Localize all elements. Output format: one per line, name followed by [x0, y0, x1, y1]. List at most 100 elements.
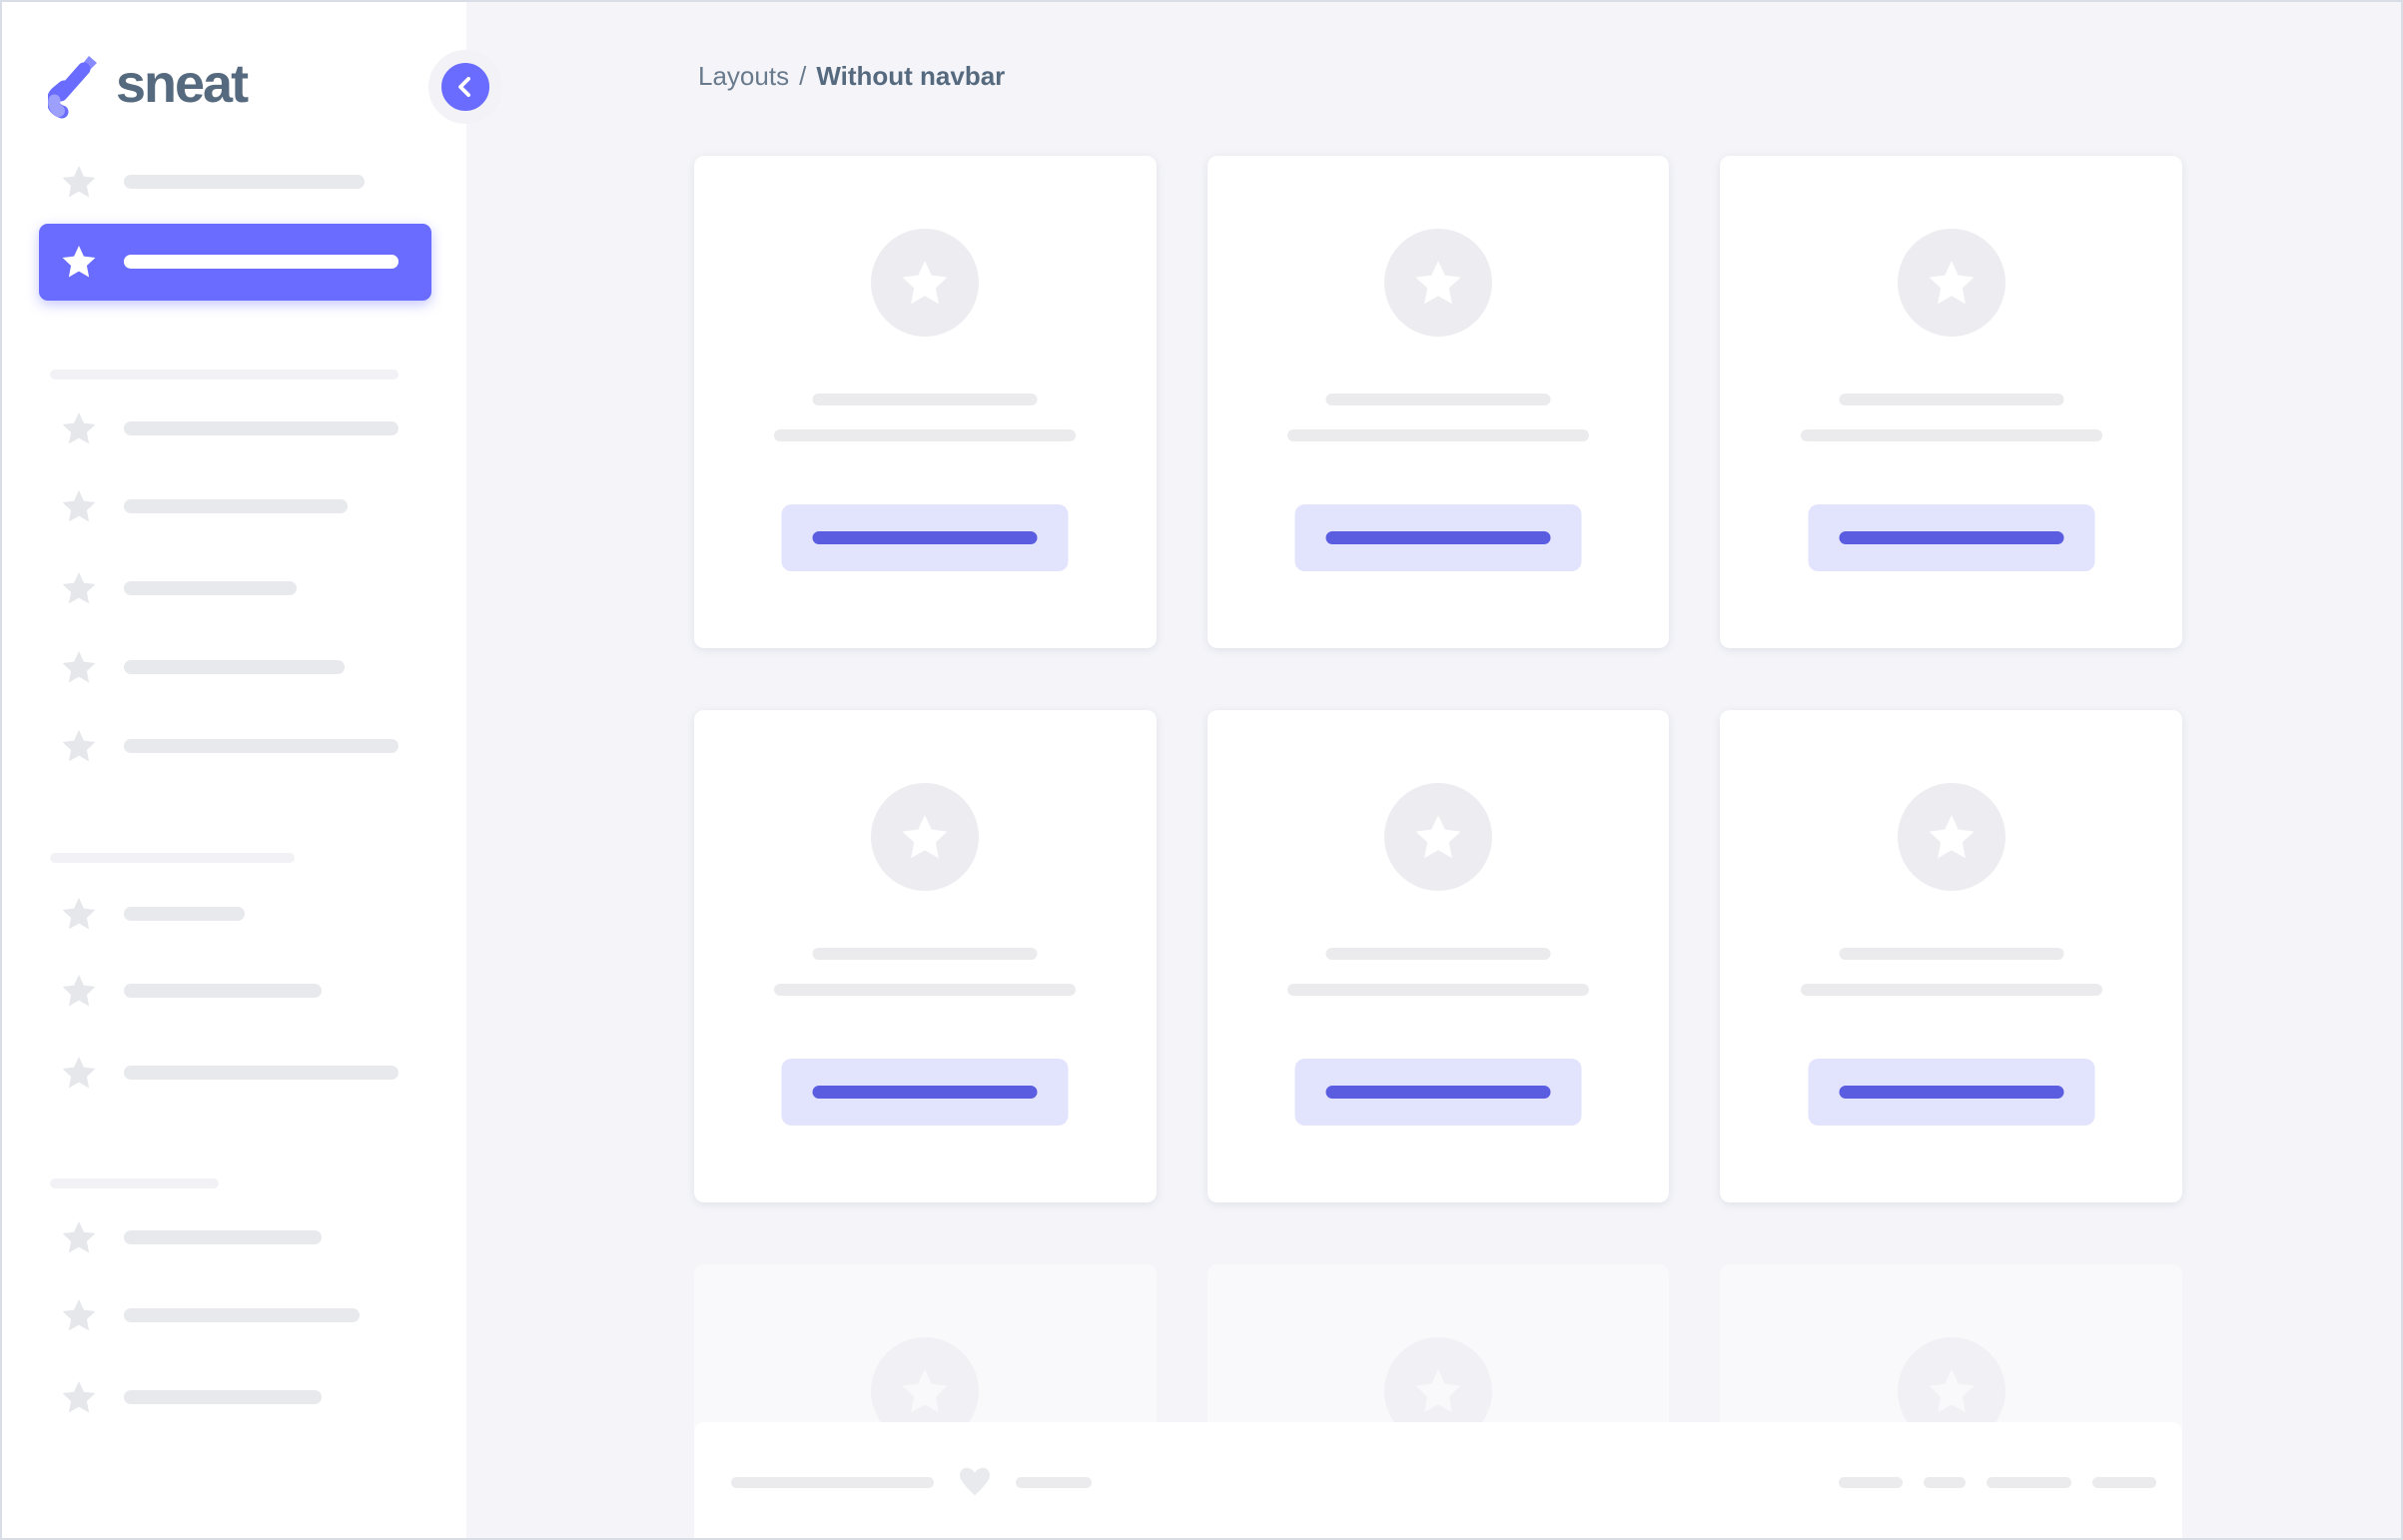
placeholder-card: [694, 710, 1157, 1202]
star-icon: [62, 1057, 96, 1089]
card-subtitle-placeholder: [1800, 984, 2102, 996]
sidebar-item[interactable]: [2, 1033, 466, 1113]
star-icon: [62, 730, 96, 762]
star-icon: [62, 166, 96, 198]
button-label-placeholder: [1839, 1086, 2064, 1099]
button-label-placeholder: [1325, 1086, 1551, 1099]
star-icon: [1929, 261, 1975, 305]
placeholder-card: [694, 156, 1157, 648]
menu-label-placeholder: [124, 1390, 322, 1404]
star-icon: [62, 246, 96, 278]
sidebar-item[interactable]: [2, 548, 466, 628]
sidebar: sneat: [2, 2, 466, 1538]
menu-label-placeholder: [124, 1066, 399, 1080]
menu-label-placeholder: [124, 255, 399, 269]
star-icon: [1415, 1369, 1461, 1413]
avatar-circle: [1383, 229, 1492, 337]
menu-label-placeholder: [124, 907, 245, 921]
sidebar-item[interactable]: [2, 706, 466, 786]
footer: [694, 1422, 2182, 1538]
card-button-placeholder[interactable]: [1294, 504, 1582, 571]
sidebar-item[interactable]: [2, 627, 466, 707]
card-button-placeholder[interactable]: [1294, 1059, 1582, 1126]
placeholder-card: [1720, 156, 2182, 648]
menu-label-placeholder: [124, 1308, 360, 1322]
star-icon: [1929, 1369, 1975, 1413]
card-button-placeholder[interactable]: [781, 1059, 1069, 1126]
star-icon: [1415, 261, 1461, 305]
avatar-circle: [1897, 229, 2005, 337]
sidebar-item[interactable]: [2, 874, 466, 954]
star-icon: [902, 1369, 948, 1413]
star-icon: [62, 490, 96, 522]
card-title-placeholder: [812, 948, 1038, 960]
star-icon: [62, 412, 96, 444]
card-title-placeholder: [1839, 393, 2064, 405]
star-icon: [902, 261, 948, 305]
card-title-placeholder: [1325, 393, 1551, 405]
avatar-circle: [1383, 783, 1492, 891]
menu-label-placeholder: [124, 421, 399, 435]
sidebar-item-active[interactable]: [39, 223, 431, 301]
menu-label-placeholder: [124, 984, 322, 998]
card-title-placeholder: [1325, 948, 1551, 960]
footer-link-placeholder[interactable]: [1987, 1476, 2071, 1488]
menu-label-placeholder: [124, 581, 297, 595]
heart-icon: [960, 1467, 990, 1496]
star-icon: [62, 1221, 96, 1253]
sidebar-item[interactable]: [2, 1275, 466, 1355]
card-button-placeholder[interactable]: [1808, 1059, 2095, 1126]
card-subtitle-placeholder: [774, 984, 1077, 996]
star-icon: [62, 1299, 96, 1331]
menu-label-placeholder: [124, 499, 348, 513]
sidebar-item[interactable]: [2, 1197, 466, 1277]
footer-links-skeleton: [1839, 1463, 2156, 1501]
placeholder-card: [1720, 710, 2182, 1202]
button-label-placeholder: [812, 1086, 1038, 1099]
placeholder-card: [1206, 156, 1670, 648]
menu-section-divider: [50, 853, 295, 863]
sidebar-menu: [2, 2, 466, 1538]
card-button-placeholder[interactable]: [781, 504, 1069, 571]
menu-section-divider: [50, 1178, 219, 1188]
chevron-left-icon: [458, 77, 470, 97]
menu-label-placeholder: [124, 739, 399, 753]
menu-section-divider: [50, 370, 399, 380]
button-label-placeholder: [1839, 531, 2064, 544]
avatar-circle: [871, 229, 980, 337]
button-label-placeholder: [1325, 531, 1551, 544]
star-icon: [1415, 815, 1461, 859]
button-label-placeholder: [812, 531, 1038, 544]
sidebar-item[interactable]: [2, 1357, 466, 1437]
copyright-author-placeholder: [1016, 1476, 1092, 1488]
sidebar-item[interactable]: [2, 388, 466, 468]
brand-link[interactable]: sneat: [48, 44, 249, 124]
sidebar-item[interactable]: [2, 466, 466, 546]
breadcrumb: Layouts / Without navbar: [698, 61, 1005, 92]
card-button-placeholder[interactable]: [1808, 504, 2095, 571]
footer-copyright-skeleton: [731, 1463, 1092, 1501]
star-icon: [62, 975, 96, 1007]
menu-label-placeholder: [124, 1230, 322, 1244]
footer-link-placeholder[interactable]: [2092, 1476, 2156, 1488]
brand-name: sneat: [116, 54, 249, 114]
card-subtitle-placeholder: [1286, 984, 1589, 996]
sidebar-item[interactable]: [2, 951, 466, 1031]
card-grid: [694, 156, 2182, 1538]
star-icon: [62, 898, 96, 930]
star-icon: [62, 1381, 96, 1413]
breadcrumb-separator: /: [799, 61, 807, 91]
footer-link-placeholder[interactable]: [1839, 1476, 1903, 1488]
placeholder-card: [1206, 710, 1670, 1202]
breadcrumb-section[interactable]: Layouts: [698, 61, 790, 91]
card-subtitle-placeholder: [1286, 429, 1589, 441]
star-icon: [1929, 815, 1975, 859]
sidebar-item[interactable]: [2, 142, 466, 222]
card-subtitle-placeholder: [1800, 429, 2102, 441]
footer-link-placeholder[interactable]: [1924, 1476, 1966, 1488]
card-title-placeholder: [1839, 948, 2064, 960]
sidebar-collapse-button[interactable]: [428, 50, 502, 124]
star-icon: [902, 815, 948, 859]
card-subtitle-placeholder: [774, 429, 1077, 441]
